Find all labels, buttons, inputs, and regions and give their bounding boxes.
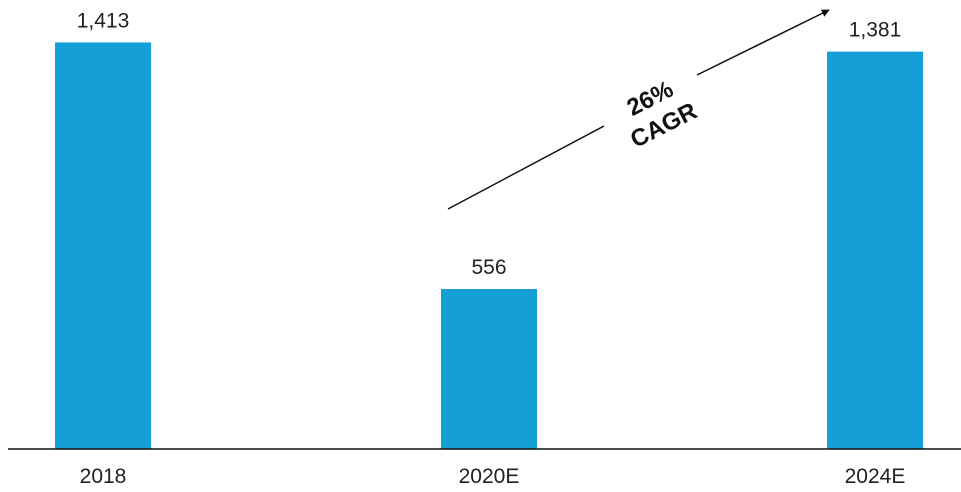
x-tick-label-2020e: 2020E (459, 465, 520, 488)
x-tick-label-2024e: 2024E (845, 465, 906, 488)
bar-2020e (441, 289, 537, 449)
x-tick-label-2018: 2018 (80, 465, 127, 488)
data-label-2018: 1,413 (77, 9, 130, 32)
data-label-2020e: 556 (471, 256, 506, 279)
cagr-arrow-upper (696, 9, 830, 76)
bar-2018 (55, 42, 151, 449)
cagr-annotation: 26% CAGR (447, 9, 830, 210)
x-tick-labels-group: 2018 2020E 2024E (80, 465, 906, 488)
bar-2024e (827, 51, 923, 449)
data-labels-group: 1,413 556 1,381 (77, 9, 902, 279)
bars-group (55, 42, 923, 449)
cagr-arrow-lower (447, 125, 605, 210)
data-label-2024e: 1,381 (849, 19, 902, 42)
